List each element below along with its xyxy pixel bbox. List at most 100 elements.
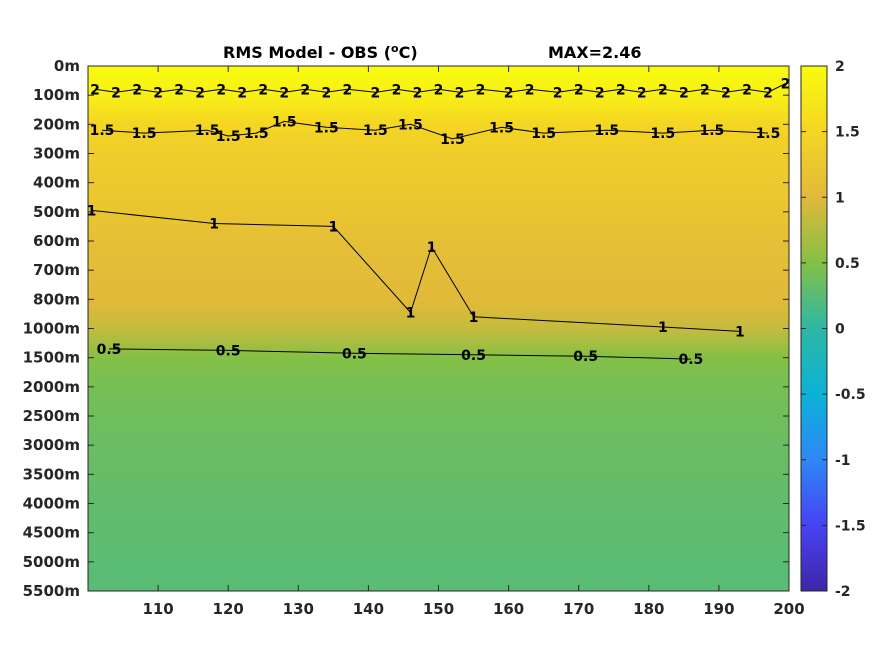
contour-label-2: 2 (595, 85, 605, 101)
y-tick-label: 600m (33, 232, 80, 250)
x-tick-label: 170 (563, 600, 594, 618)
contour-label-1.5: 1.5 (531, 126, 556, 142)
contour-label-2: 2 (434, 82, 444, 98)
contour-label-2: 2 (111, 85, 121, 101)
contour-label-1: 1 (735, 324, 745, 340)
contour-lines (91, 83, 786, 360)
y-tick-label: 2000m (23, 378, 80, 396)
y-tick-label: 4500m (23, 524, 80, 542)
chart-title: RMS Model - OBS (oC) (223, 42, 418, 62)
contour-label-2: 2 (721, 85, 731, 101)
contour-label-1.5: 1.5 (699, 123, 724, 139)
y-tick-label: 700m (33, 261, 80, 279)
contour-line-1 (91, 209, 740, 332)
contour-label-2: 2 (237, 85, 247, 101)
x-axis: 110 120 130 140 150 160 170 180 190 200 (142, 66, 805, 618)
colorbar-tick-label: 0.5 (835, 256, 860, 272)
contour-label-1.5: 1.5 (90, 123, 115, 139)
y-tick-label: 100m (33, 86, 80, 104)
contour-label-1.5: 1.5 (489, 120, 514, 136)
y-tick-label: 5000m (23, 553, 80, 571)
contour-label-2: 2 (476, 82, 486, 98)
contour-label-1.5: 1.5 (363, 123, 388, 139)
y-tick-label: 2500m (23, 407, 80, 425)
contour-label-2: 2 (321, 85, 331, 101)
x-tick-label: 110 (142, 600, 173, 618)
y-tick-label: 3500m (23, 465, 80, 483)
title-unit-tail: C) (399, 43, 418, 62)
contour-line-0.5 (108, 348, 691, 360)
contour-label-2: 2 (258, 82, 268, 98)
contour-label-2: 2 (742, 82, 752, 98)
colorbar-tick-label: 2 (835, 59, 845, 75)
contour-label-2: 2 (525, 82, 535, 98)
y-tick-label: 3000m (23, 436, 80, 454)
contour-label-2: 2 (371, 85, 381, 101)
contour-label-0.5: 0.5 (678, 352, 703, 368)
colorbar-tick-label: 1 (835, 190, 845, 206)
x-tick-label: 190 (703, 600, 734, 618)
contour-label-2: 2 (153, 85, 163, 101)
contour-label-2: 2 (300, 82, 310, 98)
colorbar-tick-label: -1.5 (835, 518, 866, 534)
contour-label-2: 2 (504, 85, 514, 101)
contour-label-0.5: 0.5 (461, 348, 486, 364)
contour-label-0.5: 0.5 (573, 349, 598, 365)
heatmap-field (88, 66, 789, 591)
contour-label-2: 2 (616, 82, 626, 98)
colorbar-tick-label: -1 (835, 453, 851, 469)
x-tick-label: 120 (213, 600, 244, 618)
contour-label-2: 2 (553, 85, 563, 101)
contour-label-1.5: 1.5 (244, 126, 269, 142)
contour-label-2: 2 (174, 82, 184, 98)
x-tick-label: 200 (773, 600, 804, 618)
y-tick-label: 1000m (23, 320, 80, 338)
y-tick-label: 5500m (23, 582, 80, 600)
contour-label-1.5: 1.5 (272, 114, 297, 130)
contour-label-1: 1 (658, 320, 668, 336)
x-tick-label: 140 (353, 600, 384, 618)
contour-label-2: 2 (392, 82, 402, 98)
colorbar-ticks: 2 1.5 1 0.5 0 -0.5 -1 -1.5 -2 (801, 59, 866, 600)
x-tick-label: 130 (283, 600, 314, 618)
contour-label-1.5: 1.5 (398, 117, 423, 133)
x-tick-label: 180 (633, 600, 664, 618)
contour-label-1.5: 1.5 (216, 129, 241, 145)
y-tick-label: 300m (33, 145, 80, 163)
title-unit-sup: o (391, 42, 399, 55)
contour-label-2: 2 (279, 85, 289, 101)
contour-label-1.5: 1.5 (756, 126, 781, 142)
contour-label-2: 2 (132, 82, 142, 98)
contour-label-2: 2 (781, 77, 791, 93)
y-tick-label: 200m (33, 115, 80, 133)
y-tick-label: 1500m (23, 349, 80, 367)
colorbar-tick-label: 0 (835, 322, 845, 338)
contour-line-1.5 (101, 120, 769, 140)
contour-label-2: 2 (700, 82, 710, 98)
contour-label-2: 2 (637, 85, 647, 101)
colorbar-tick-label: -2 (835, 584, 851, 600)
contour-label-1: 1 (209, 217, 219, 233)
y-tick-label: 4000m (23, 495, 80, 513)
contour-label-1: 1 (469, 310, 479, 326)
contour-label-1.5: 1.5 (650, 126, 675, 142)
contour-label-1: 1 (406, 305, 416, 321)
contour-label-2: 2 (574, 82, 584, 98)
contour-label-1.5: 1.5 (132, 126, 157, 142)
max-label: MAX=2.46 (548, 43, 642, 62)
y-tick-label: 800m (33, 290, 80, 308)
contour-label-2: 2 (342, 82, 352, 98)
y-tick-label: 500m (33, 203, 80, 221)
contour-line-2 (94, 83, 786, 93)
contour-label-2: 2 (679, 85, 689, 101)
contour-label-1.5: 1.5 (195, 123, 220, 139)
y-axis: 0m 100m 200m 300m 400m 500m 600m 700m 800m 1000m 1… (23, 57, 789, 600)
contour-label-0.5: 0.5 (97, 342, 122, 358)
contour-label-2: 2 (195, 85, 205, 101)
y-tick-label: 0m (54, 57, 80, 75)
colorbar-tick-label: -0.5 (835, 387, 866, 403)
contour-label-1: 1 (427, 240, 437, 256)
contour-label-2: 2 (455, 85, 465, 101)
